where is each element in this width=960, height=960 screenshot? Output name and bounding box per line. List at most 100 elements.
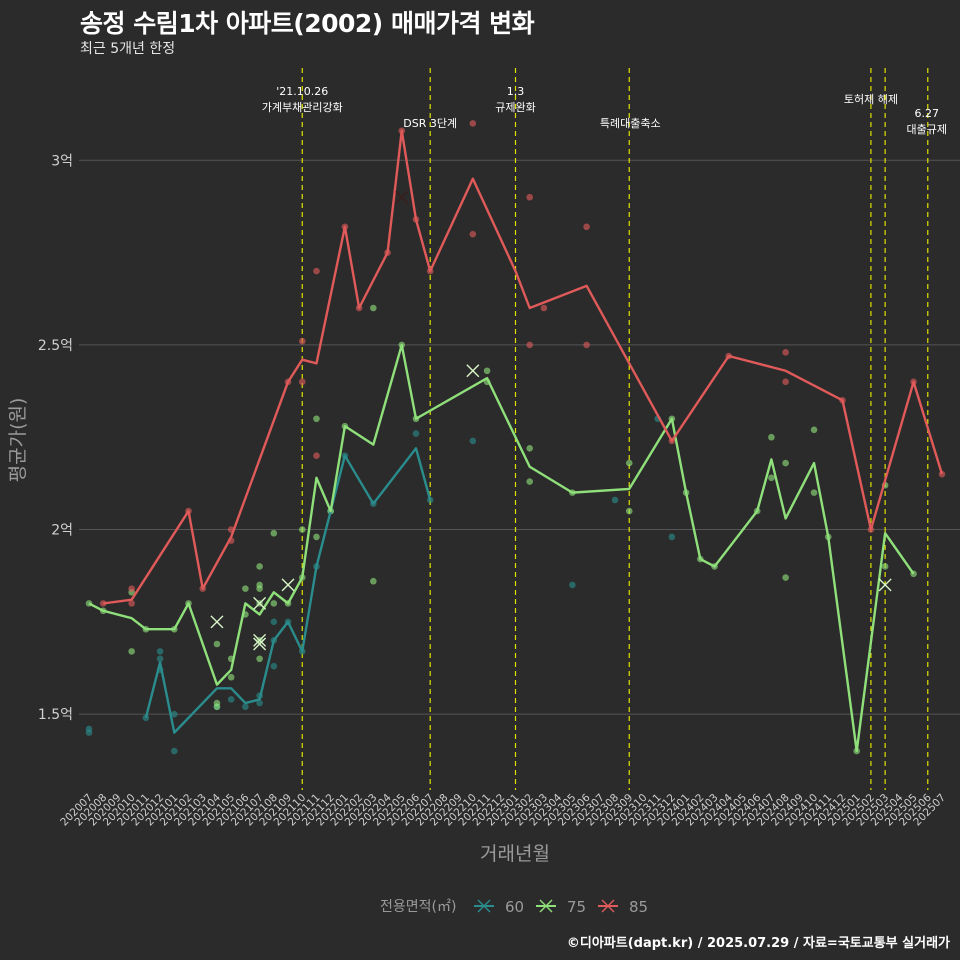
data-point-60	[171, 710, 178, 718]
data-point-60	[156, 648, 164, 655]
event-label: '21.10.26	[276, 85, 328, 98]
y-tick-label: 2억	[51, 523, 73, 539]
data-point-60	[412, 430, 420, 437]
data-point-75	[256, 585, 263, 592]
event-label: 6.27	[915, 107, 940, 120]
data-point-60	[227, 696, 235, 703]
data-point-85	[128, 600, 135, 607]
data-point-85	[298, 378, 306, 386]
data-point-75	[881, 563, 889, 570]
data-point-75	[270, 600, 278, 607]
series-line-85	[103, 129, 944, 605]
source-caption: ©디아파트(dapt.kr) / 2025.07.29 / 자료=국토교통부 실…	[567, 935, 950, 951]
data-point-75	[810, 426, 818, 434]
data-point-75	[298, 526, 306, 533]
data-point-85	[469, 230, 477, 238]
data-point-85	[313, 452, 320, 459]
data-point-85	[313, 267, 320, 275]
y-tick-label: 2.5억	[38, 338, 73, 354]
data-point-75	[128, 648, 135, 655]
data-point-75	[526, 445, 534, 452]
data-point-85	[469, 120, 477, 127]
series-line-60	[144, 447, 432, 734]
event-label: 토허제 해제	[844, 92, 898, 106]
data-point-75	[213, 699, 221, 707]
data-point-85	[298, 337, 306, 345]
data-point-75	[768, 433, 775, 441]
cross-marker	[253, 633, 267, 647]
cross-marker	[253, 596, 267, 610]
x-axis-title: 거래년월	[480, 843, 550, 865]
legend-label-60: 60	[505, 898, 524, 916]
grid-lines	[79, 159, 960, 715]
event-label: 대출규제	[907, 123, 947, 136]
y-axis-ticks: 1.5억 2억 2.5억 3억	[38, 153, 73, 723]
y-tick-label: 1.5억	[38, 707, 73, 723]
data-point-75	[782, 574, 789, 581]
data-point-75	[313, 533, 320, 541]
data-point-60	[270, 662, 278, 670]
chart-title: 송정 수림1차 아파트(2002) 매매가격 변화	[80, 9, 535, 38]
cross-marker	[466, 364, 480, 378]
data-point-60	[256, 699, 263, 707]
data-point-60	[611, 496, 619, 504]
legend-label-75: 75	[567, 898, 586, 916]
data-point-85	[526, 193, 534, 201]
data-point-60	[85, 729, 93, 736]
data-point-75	[256, 655, 263, 663]
x-axis-ticks: 2020072020082020092020102020112020122021…	[58, 791, 948, 828]
event-label: DSR 3단계	[403, 117, 457, 130]
data-point-75	[483, 367, 491, 375]
average-price-lines	[88, 129, 944, 753]
event-label: 1.3	[507, 85, 525, 98]
legend: 전용면적(㎡) 60 75 85	[380, 898, 648, 916]
event-label: 특례대출축소	[600, 117, 661, 130]
data-point-85	[99, 600, 107, 607]
data-point-75	[213, 640, 221, 648]
data-point-85	[128, 585, 135, 592]
data-point-75	[370, 577, 377, 585]
y-tick-label: 3억	[51, 153, 73, 169]
data-point-75	[782, 459, 789, 467]
data-point-60	[668, 533, 676, 541]
cross-marker	[210, 615, 224, 629]
chart-subtitle: 최근 5개년 한정	[80, 41, 176, 57]
cross-marker	[395, 190, 409, 204]
data-point-75	[242, 585, 249, 592]
data-point-75	[270, 529, 278, 537]
data-point-85	[782, 378, 789, 386]
data-point-60	[569, 581, 576, 589]
data-point-75	[768, 474, 775, 482]
data-point-75	[810, 489, 818, 496]
legend-label-85: 85	[629, 898, 648, 916]
data-point-85	[540, 304, 548, 312]
data-point-75	[227, 673, 235, 681]
data-point-85	[583, 223, 590, 231]
event-label: 가계부채관리강화	[262, 101, 343, 114]
data-point-75	[370, 304, 377, 312]
series-line-75	[88, 343, 915, 753]
y-axis-title: 평균가(원)	[7, 398, 29, 483]
data-point-60	[171, 747, 178, 755]
data-point-85	[526, 341, 534, 349]
data-point-85	[782, 349, 789, 356]
data-point-60	[469, 437, 477, 445]
data-point-75	[256, 563, 263, 570]
cross-marker	[878, 578, 892, 592]
data-point-60	[270, 618, 278, 626]
data-point-75	[313, 415, 320, 423]
data-point-60	[156, 655, 164, 663]
legend-title: 전용면적(㎡)	[380, 899, 456, 915]
data-point-85	[583, 341, 590, 349]
cross-marker	[281, 578, 295, 592]
data-point-75	[526, 478, 534, 485]
data-point-75	[625, 507, 633, 515]
data-point-60	[242, 703, 249, 711]
cross-marker	[253, 637, 267, 651]
cross-markers	[210, 190, 892, 651]
event-label: 규제완화	[495, 101, 535, 114]
data-point-75	[625, 459, 633, 467]
